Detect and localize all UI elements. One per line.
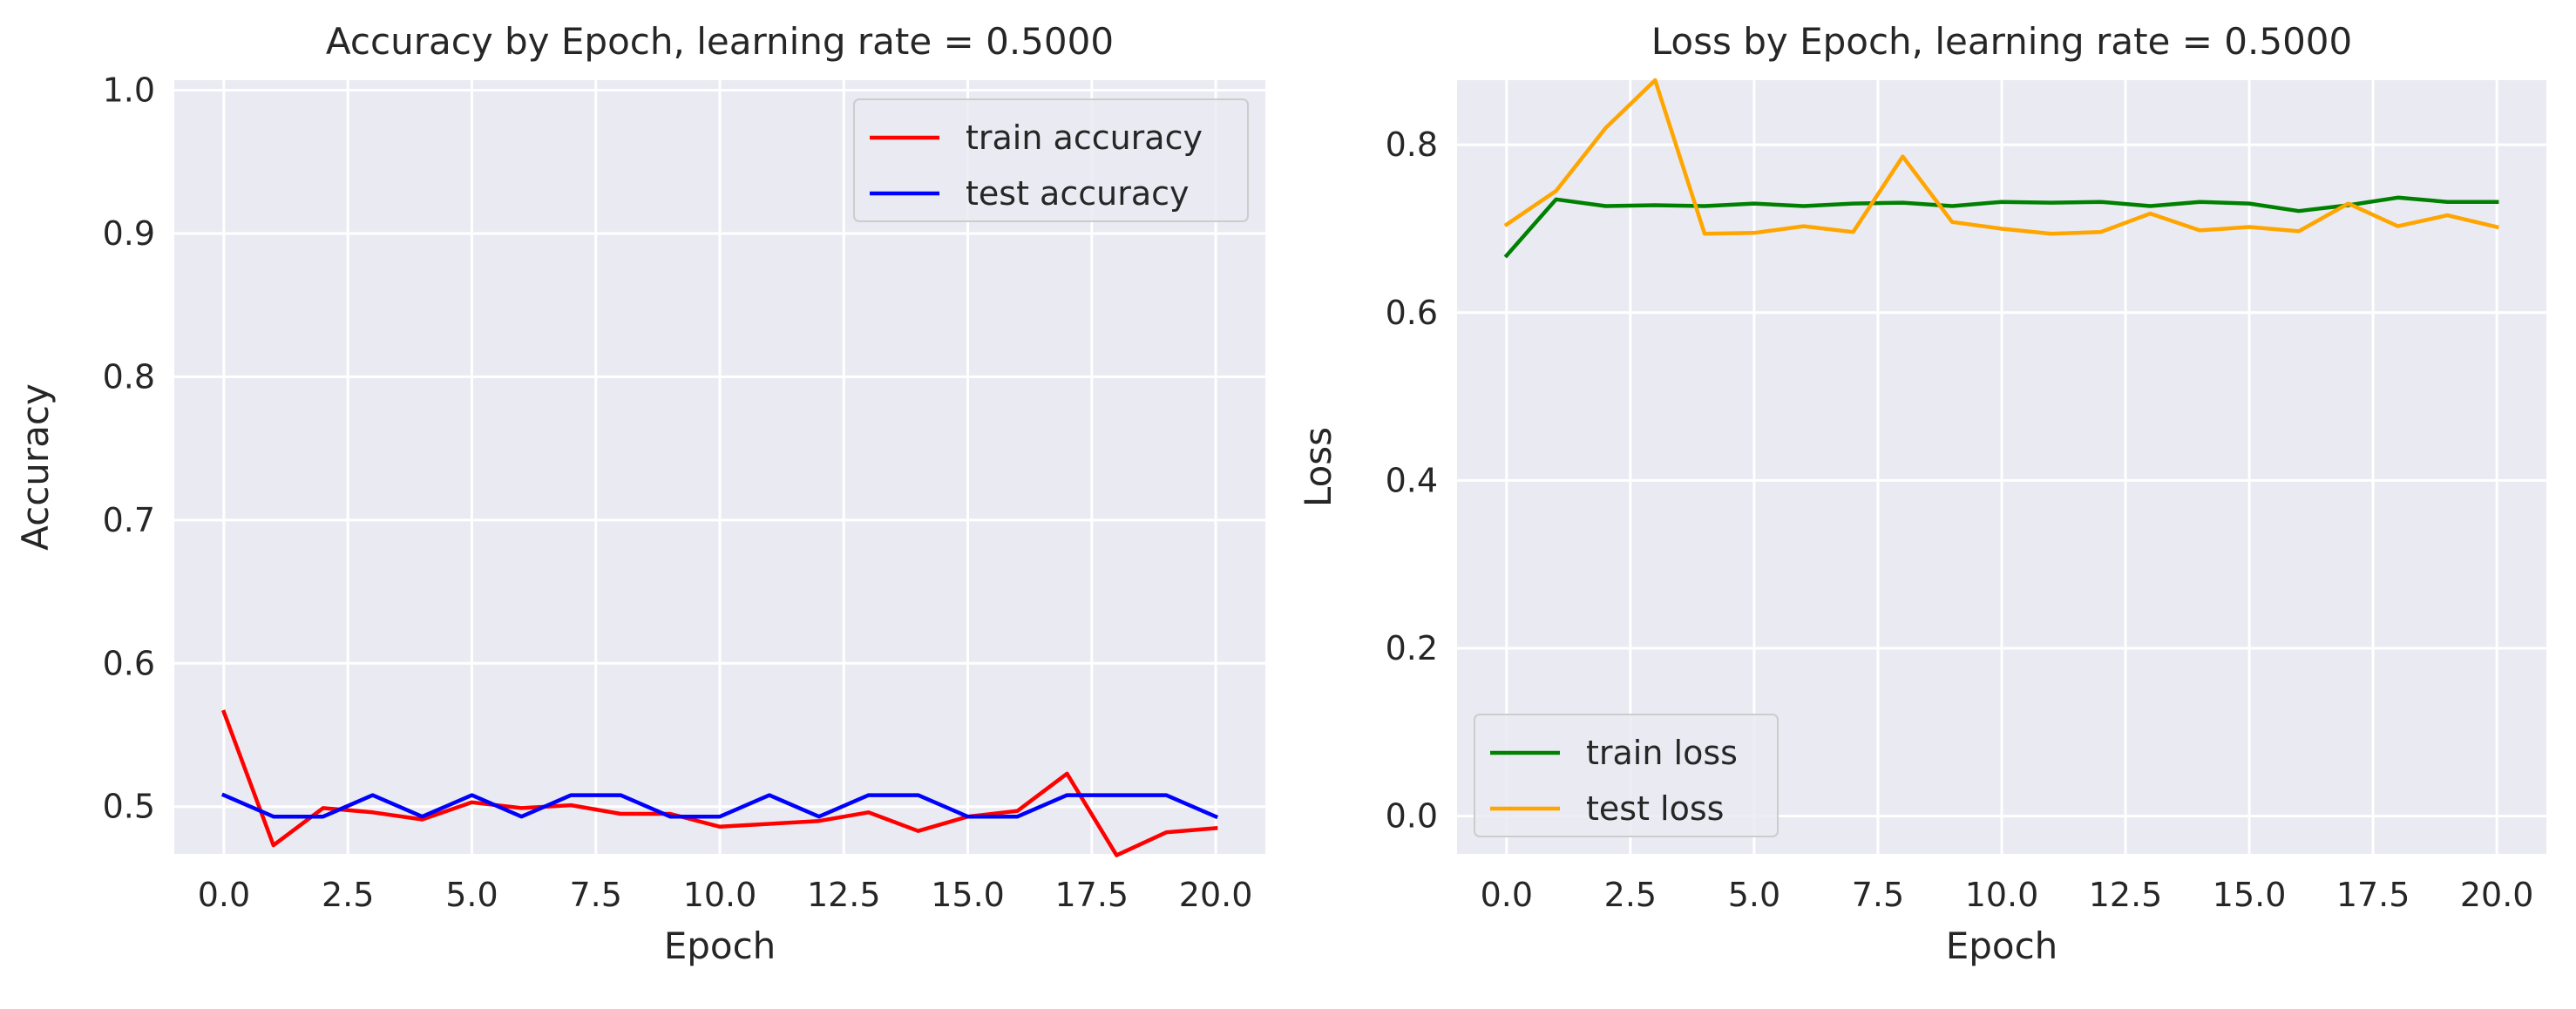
- loss-x-tick-label: 5.0: [1728, 876, 1780, 914]
- accuracy-y-tick-label: 0.9: [103, 214, 155, 253]
- loss-y-axis-label: Loss: [1297, 427, 1339, 507]
- accuracy-x-tick-label: 20.0: [1179, 876, 1253, 914]
- accuracy-x-tick-label: 10.0: [683, 876, 757, 914]
- loss-series-train-loss: [1503, 195, 2499, 259]
- accuracy-y-tick-label: 0.7: [103, 501, 155, 539]
- accuracy-x-tick-label: 5.0: [445, 876, 498, 914]
- loss-legend: train loss test loss: [1474, 714, 1779, 837]
- accuracy-chart: 0.0 2.5 5.0 7.5 10.0 12.5 15.0 17.5 20.0 0.50.60…: [14, 20, 1265, 967]
- accuracy-x-tick-label: 15.0: [931, 876, 1005, 914]
- accuracy-x-axis-label: Epoch: [664, 924, 776, 967]
- loss-y-tick-label: 0.4: [1386, 461, 1438, 499]
- accuracy-y-ticks: 0.5 0.6 0.7 0.8 0.9 1.0: [103, 71, 155, 826]
- accuracy-x-tick-label: 7.5: [570, 876, 622, 914]
- accuracy-y-tick-label: 0.6: [103, 644, 155, 682]
- loss-x-tick-label: 15.0: [2213, 876, 2287, 914]
- accuracy-series-lines: [220, 709, 1219, 857]
- loss-x-axis-label: Epoch: [1946, 924, 2058, 967]
- loss-series-lines: [1503, 78, 2499, 259]
- accuracy-series-train-accuracy: [221, 709, 1218, 857]
- accuracy-x-tick-label: 12.5: [807, 876, 881, 914]
- loss-y-tick-label: 0.2: [1386, 629, 1438, 667]
- accuracy-x-tick-label: 2.5: [322, 876, 374, 914]
- loss-series-test-loss: [1503, 78, 2499, 236]
- accuracy-y-tick-label: 0.8: [103, 357, 155, 396]
- loss-chart: 0.0 2.5 5.0 7.5 10.0 12.5 15.0 17.5 20.0 0.00.20…: [1297, 20, 2546, 967]
- loss-y-ticks: 0.0 0.2 0.4 0.6 0.8: [1386, 125, 1438, 835]
- accuracy-y-tick-label: 1.0: [103, 71, 155, 110]
- accuracy-y-axis-label: Accuracy: [14, 383, 57, 551]
- loss-legend-label: train loss: [1586, 734, 1738, 772]
- loss-x-tick-label: 12.5: [2089, 876, 2163, 914]
- accuracy-legend-box: [853, 98, 1249, 222]
- loss-y-tick-label: 0.6: [1386, 294, 1438, 332]
- loss-x-ticks: 0.0 2.5 5.0 7.5 10.0 12.5 15.0 17.5 20.0: [1481, 876, 2534, 914]
- loss-x-tick-label: 0.0: [1481, 876, 1533, 914]
- loss-x-tick-label: 2.5: [1604, 876, 1657, 914]
- accuracy-y-tick-label: 0.5: [103, 788, 155, 826]
- loss-chart-title: Loss by Epoch, learning rate = 0.5000: [1651, 20, 2353, 63]
- accuracy-legend: train accuracy test accuracy: [853, 98, 1249, 222]
- loss-x-tick-label: 10.0: [1965, 876, 2039, 914]
- accuracy-x-tick-label: 17.5: [1055, 876, 1129, 914]
- loss-y-tick-label: 0.0: [1386, 797, 1438, 836]
- loss-x-tick-label: 7.5: [1852, 876, 1904, 914]
- accuracy-legend-label: train accuracy: [966, 119, 1203, 157]
- loss-y-tick-label: 0.8: [1386, 125, 1438, 164]
- accuracy-legend-label: test accuracy: [966, 174, 1190, 213]
- accuracy-x-tick-label: 0.0: [198, 876, 250, 914]
- accuracy-x-ticks: 0.0 2.5 5.0 7.5 10.0 12.5 15.0 17.5 20.0: [198, 876, 1253, 914]
- accuracy-chart-title: Accuracy by Epoch, learning rate = 0.500…: [326, 20, 1114, 63]
- loss-x-tick-label: 20.0: [2460, 876, 2534, 914]
- loss-legend-label: test loss: [1586, 789, 1724, 828]
- loss-x-tick-label: 17.5: [2336, 876, 2410, 914]
- accuracy-series-test-accuracy: [220, 792, 1219, 820]
- loss-legend-box: [1474, 714, 1779, 837]
